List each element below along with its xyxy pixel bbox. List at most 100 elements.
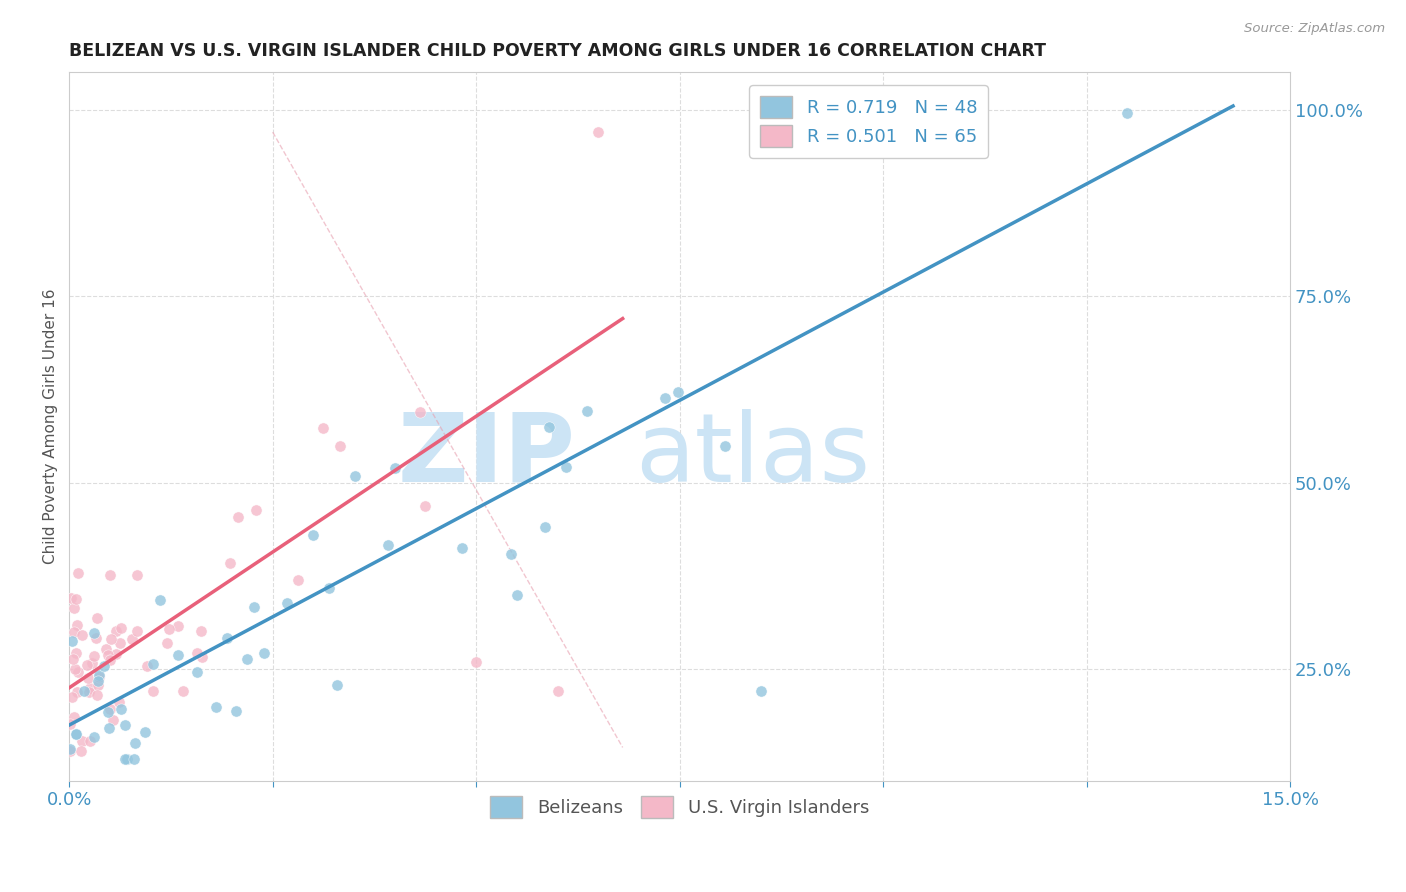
Point bbox=[76, 671, 98, 685]
Point bbox=[534, 520, 557, 534]
Text: ZIP: ZIP bbox=[398, 409, 576, 501]
Point bbox=[87, 678, 110, 692]
Point bbox=[69, 744, 91, 758]
Point bbox=[499, 547, 522, 561]
Point bbox=[94, 642, 117, 657]
Point bbox=[127, 567, 149, 582]
Point bbox=[190, 624, 212, 638]
Point bbox=[172, 683, 194, 698]
Point bbox=[668, 385, 690, 400]
Point bbox=[409, 405, 432, 419]
Point bbox=[713, 439, 735, 453]
Point bbox=[326, 678, 349, 692]
Point bbox=[311, 421, 333, 435]
Text: atlas: atlas bbox=[636, 409, 870, 501]
Point bbox=[465, 655, 488, 669]
Point bbox=[67, 566, 90, 580]
Point bbox=[108, 635, 131, 649]
Point bbox=[166, 648, 188, 662]
Y-axis label: Child Poverty Among Girls Under 16: Child Poverty Among Girls Under 16 bbox=[44, 289, 58, 565]
Point bbox=[65, 646, 87, 660]
Point bbox=[142, 657, 165, 672]
Point bbox=[76, 658, 98, 673]
Point bbox=[66, 618, 89, 632]
Point bbox=[79, 733, 101, 747]
Point bbox=[59, 717, 82, 731]
Point bbox=[142, 684, 165, 698]
Text: Source: ZipAtlas.com: Source: ZipAtlas.com bbox=[1244, 22, 1385, 36]
Point bbox=[65, 591, 87, 606]
Point bbox=[157, 622, 180, 636]
Point bbox=[89, 670, 111, 684]
Point bbox=[122, 751, 145, 765]
Point bbox=[215, 631, 238, 645]
Point bbox=[245, 503, 267, 517]
Point bbox=[136, 659, 159, 673]
Point bbox=[329, 439, 352, 453]
Point bbox=[318, 581, 340, 595]
Point bbox=[186, 646, 208, 660]
Point bbox=[538, 420, 561, 434]
Point bbox=[115, 751, 138, 765]
Point bbox=[98, 568, 121, 582]
Point bbox=[1116, 106, 1139, 120]
Point bbox=[83, 730, 105, 744]
Point bbox=[167, 619, 190, 633]
Point bbox=[586, 125, 609, 139]
Point bbox=[576, 404, 599, 418]
Point bbox=[77, 685, 100, 699]
Point bbox=[93, 659, 115, 673]
Point bbox=[149, 593, 172, 607]
Point bbox=[80, 657, 103, 671]
Point bbox=[218, 556, 240, 570]
Point bbox=[79, 681, 101, 696]
Point bbox=[62, 652, 84, 666]
Point bbox=[384, 460, 406, 475]
Point bbox=[104, 648, 127, 662]
Point bbox=[114, 751, 136, 765]
Point bbox=[191, 649, 214, 664]
Point bbox=[114, 718, 136, 732]
Point bbox=[83, 625, 105, 640]
Point bbox=[186, 665, 208, 680]
Point bbox=[87, 668, 110, 682]
Point bbox=[547, 684, 569, 698]
Point bbox=[555, 460, 578, 475]
Point bbox=[287, 573, 309, 587]
Point bbox=[110, 702, 132, 716]
Point bbox=[108, 695, 131, 709]
Point bbox=[104, 624, 127, 639]
Point bbox=[243, 600, 266, 615]
Point bbox=[302, 528, 325, 542]
Text: BELIZEAN VS U.S. VIRGIN ISLANDER CHILD POVERTY AMONG GIRLS UNDER 16 CORRELATION : BELIZEAN VS U.S. VIRGIN ISLANDER CHILD P… bbox=[69, 42, 1046, 60]
Point bbox=[155, 636, 177, 650]
Point bbox=[344, 469, 367, 483]
Point bbox=[276, 596, 298, 610]
Point bbox=[506, 588, 529, 602]
Point bbox=[83, 649, 105, 664]
Point bbox=[121, 632, 143, 646]
Point bbox=[59, 744, 82, 758]
Point bbox=[84, 631, 107, 645]
Point bbox=[749, 684, 772, 698]
Point bbox=[63, 710, 86, 724]
Point bbox=[86, 611, 108, 625]
Point bbox=[236, 652, 259, 666]
Point bbox=[66, 684, 89, 698]
Point bbox=[654, 391, 676, 405]
Point bbox=[62, 600, 84, 615]
Point bbox=[60, 690, 83, 704]
Point bbox=[377, 538, 399, 552]
Point bbox=[127, 624, 149, 639]
Point bbox=[60, 634, 83, 648]
Legend: Belizeans, U.S. Virgin Islanders: Belizeans, U.S. Virgin Islanders bbox=[482, 789, 876, 825]
Point bbox=[67, 665, 90, 680]
Point bbox=[134, 725, 156, 739]
Point bbox=[101, 713, 124, 727]
Point bbox=[450, 541, 472, 555]
Point bbox=[97, 648, 120, 662]
Point bbox=[73, 684, 96, 698]
Point bbox=[59, 591, 82, 606]
Point bbox=[98, 701, 121, 715]
Point bbox=[204, 700, 226, 714]
